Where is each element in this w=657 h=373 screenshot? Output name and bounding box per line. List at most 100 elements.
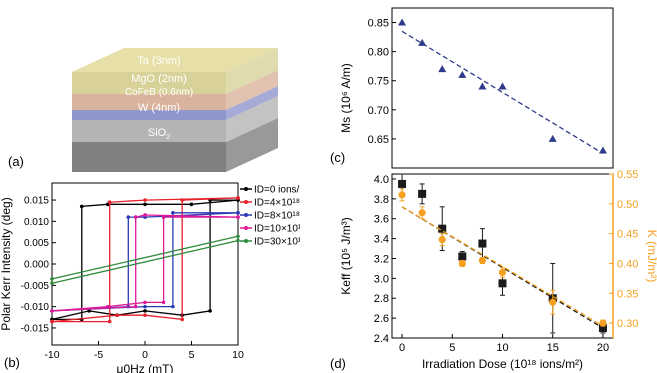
stack-layer-side — [226, 48, 278, 94]
x-axis-label: Irradiation Dose (10¹⁸ ions/m²) — [422, 357, 583, 371]
data-point — [598, 146, 607, 154]
data-point — [107, 200, 112, 204]
loop-branch-down — [51, 235, 239, 280]
data-point — [143, 304, 147, 309]
y-tick-label-left: 3.2 — [374, 253, 389, 265]
panel-d-label: (d) — [330, 356, 346, 371]
fit-line — [401, 30, 604, 155]
data-point — [171, 304, 175, 309]
loop-branch-up — [51, 239, 239, 284]
y-tick-label-left: 3.4 — [374, 234, 389, 246]
legend-entry: ID=4×10¹⁸ — [254, 198, 300, 209]
y-tick-label: 0.010 — [24, 217, 49, 228]
y-tick-label-right: 0.30 — [617, 318, 638, 330]
fit-line — [401, 206, 604, 329]
legend-marker — [244, 226, 248, 230]
data-point — [189, 202, 194, 207]
stack-substrate-label: SiO2 — [148, 127, 170, 141]
data-point — [115, 313, 119, 317]
y-tick-label-right: 0.35 — [617, 288, 638, 300]
data-point — [180, 317, 184, 322]
data-point — [50, 319, 54, 324]
x-tick-label: 5 — [189, 349, 195, 361]
x-tick-label: 0 — [399, 342, 405, 354]
legend-entry: ID=10×10¹⁸ — [254, 224, 300, 235]
legend-marker — [244, 187, 248, 191]
panel-c-chart: 0.65 0.70 0.75 0.80 0.85 Ms (10⁶ A/m) (c) — [330, 7, 614, 169]
y-axis-label-left: Keff (10⁵ J/m³) — [339, 217, 353, 294]
data-point — [478, 256, 487, 265]
data-point — [598, 324, 607, 333]
y-tick-label-right: 0.40 — [617, 258, 638, 270]
y-tick-label: -0.005 — [21, 281, 50, 292]
data-point — [418, 189, 427, 198]
data-point — [478, 239, 487, 248]
panel-d-chart: 0 5 10 15 20 2.4 2.6 2.8 3.0 3.2 3.4 3.6 3.8 4.0 0.30 0… — [330, 170, 657, 371]
data-point — [106, 304, 110, 309]
y-tick-label: 0.65 — [368, 134, 389, 146]
y-tick-label-right: 0.55 — [617, 170, 638, 181]
data-point — [50, 277, 54, 281]
data-point — [236, 211, 240, 215]
loop-branch-up — [51, 216, 238, 312]
plot-frame — [391, 173, 614, 339]
data-point — [107, 319, 112, 324]
y-tick-label: -0.010 — [21, 302, 50, 313]
data-point — [418, 38, 427, 46]
data-point — [398, 179, 407, 188]
data-point — [478, 82, 487, 90]
x-tick-label: -5 — [94, 349, 103, 361]
data-point — [208, 309, 212, 313]
legend-marker — [244, 200, 248, 204]
stack-layer-label: MgO (2nm) — [131, 73, 187, 85]
y-tick-label: 0.005 — [24, 238, 49, 249]
x-tick-label: 5 — [449, 342, 455, 354]
stack-layer-label: Ta (3nm) — [137, 55, 180, 67]
y-tick-label-left: 3.6 — [374, 214, 389, 226]
y-tick-label: 0.70 — [368, 105, 389, 117]
data-point — [50, 309, 54, 313]
data-point — [180, 198, 184, 202]
data-point — [133, 215, 138, 219]
fit-line — [401, 206, 604, 327]
data-point — [599, 319, 607, 327]
y-tick-label: -0.015 — [21, 323, 50, 334]
x-tick-label: 10 — [232, 349, 244, 361]
data-point — [418, 209, 426, 217]
data-point — [79, 204, 84, 209]
data-point — [143, 198, 147, 202]
stack-layer-front — [72, 142, 226, 172]
data-point — [498, 268, 507, 276]
x-tick-label: 15 — [547, 342, 559, 354]
stack-layer-front — [72, 110, 226, 120]
stack-top-face — [72, 48, 278, 72]
data-point — [438, 65, 447, 73]
y-tick-label: 0.80 — [368, 47, 389, 59]
data-point — [236, 196, 240, 200]
data-point — [458, 252, 467, 261]
data-point — [143, 213, 147, 217]
data-point — [236, 215, 240, 219]
y-axis-label-right: K (mJ/m²) — [645, 230, 657, 283]
data-point — [498, 82, 507, 90]
y-tick-label: 0.015 — [24, 196, 49, 207]
data-point — [133, 304, 138, 309]
stack-layer-front — [72, 94, 226, 110]
data-point — [398, 18, 407, 26]
legend-marker — [244, 239, 248, 243]
y-tick-label-left: 2.4 — [374, 333, 389, 345]
data-point — [548, 134, 557, 142]
data-point — [171, 211, 175, 215]
y-tick-label-left: 3.8 — [374, 194, 389, 206]
data-point — [126, 215, 131, 219]
data-point — [143, 202, 147, 207]
plot-frame — [391, 7, 614, 169]
legend-entry: ID=0 ions/m² — [254, 185, 300, 196]
x-tick-label: -10 — [44, 349, 59, 361]
legend-entry: ID=8×10¹⁸ — [254, 211, 300, 222]
data-point — [398, 191, 406, 199]
y-tick-label-left: 2.8 — [374, 293, 389, 305]
y-tick-label-right: 0.45 — [617, 229, 638, 241]
panel-b-label: (b) — [4, 355, 20, 370]
data-point — [143, 300, 147, 305]
